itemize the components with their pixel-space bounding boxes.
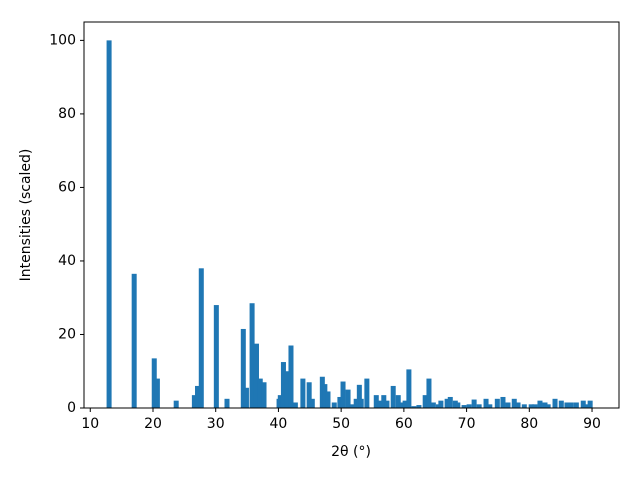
bar [345,389,351,408]
bar [356,384,362,408]
bar [191,395,197,408]
bar [500,396,506,408]
bar [587,400,593,408]
bar [568,402,574,408]
x-tick-label: 10 [81,416,99,432]
bar [399,402,405,408]
bar [545,404,551,408]
y-tick-label: 0 [67,400,76,416]
bar [292,402,298,408]
bar [505,402,511,408]
bar [322,384,328,408]
bar [416,405,422,408]
bar [106,40,112,408]
bar [249,303,255,408]
bar [349,404,355,408]
bar [583,404,589,408]
bar [288,345,294,408]
x-tick-label: 60 [395,416,413,432]
bar [257,378,263,408]
y-tick-label: 40 [58,253,76,269]
bar [151,358,157,408]
bar [331,402,337,408]
x-tick-label: 30 [207,416,225,432]
bar [422,395,428,408]
y-tick-label: 20 [58,326,76,342]
bar [280,362,286,408]
bar [131,273,137,408]
bar [395,395,401,408]
bar [224,398,230,408]
bar [406,369,412,408]
bar [521,404,527,408]
x-tick-label: 20 [144,416,162,432]
bar [455,402,461,408]
bar [213,305,219,408]
bar [483,398,489,408]
x-tick-label: 80 [520,416,538,432]
bar [377,400,383,408]
bar [532,404,538,408]
bar [277,395,283,408]
bar [411,406,417,408]
bar [240,328,246,408]
bar [402,400,408,408]
y-tick-label: 80 [58,106,76,122]
x-axis-label: 2θ (°) [331,444,371,460]
plot-frame [83,21,620,409]
bar [353,398,359,408]
bar [476,404,482,408]
bar [284,371,290,408]
x-tick-label: 40 [270,416,288,432]
bar [325,391,331,408]
bar [340,381,346,408]
bar [173,400,179,408]
bar [447,396,453,408]
bar [381,395,387,408]
bar [373,395,379,408]
bar [384,400,390,408]
bar [573,402,579,408]
bar [253,343,259,408]
bar [487,404,493,408]
bar [426,378,432,408]
x-tick-label: 90 [583,416,601,432]
bar [552,398,558,408]
bar [309,398,315,408]
x-tick-label: 70 [458,416,476,432]
bar [528,404,534,408]
bar [243,387,249,408]
bar [300,378,306,408]
bar [511,398,517,408]
bar [471,399,477,408]
bar [542,402,548,408]
x-tick-label: 50 [332,416,350,432]
bar [515,402,521,408]
bar [558,400,564,408]
bar [358,398,364,408]
bar [461,405,467,408]
bar [364,378,370,408]
bar [438,400,444,408]
bar [390,385,396,408]
bar [154,378,160,408]
bar [444,398,450,408]
bar [430,402,436,408]
bar [466,404,472,408]
y-tick-label: 100 [49,32,76,48]
bar [580,400,586,408]
bar [198,268,204,408]
y-axis-label: Intensities (scaled) [18,149,34,282]
bar [564,402,570,408]
bar [261,382,267,408]
bar [494,398,500,408]
bar [306,382,312,408]
bar [537,400,543,408]
bar [337,396,343,408]
bar [195,385,201,408]
y-tick-label: 60 [58,179,76,195]
